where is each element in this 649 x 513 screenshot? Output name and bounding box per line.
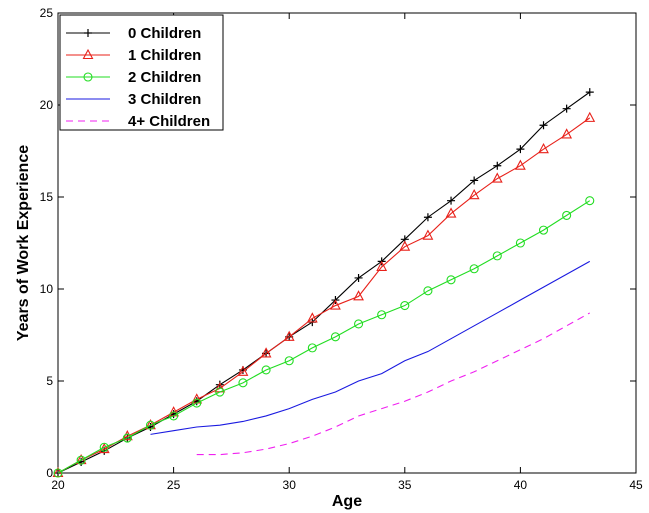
x-tick-label: 20 (51, 478, 65, 492)
data-point (561, 128, 573, 139)
data-point (585, 88, 594, 97)
axis-ticks: 20 25 30 35 40 45 0 5 10 15 20 25 (40, 6, 643, 492)
data-point (399, 240, 411, 251)
data-point (377, 310, 387, 320)
y-tick-label: 0 (46, 466, 53, 480)
data-point (516, 145, 525, 154)
series-2 (53, 196, 595, 478)
y-tick-label: 15 (40, 190, 54, 204)
legend-label: 2 Children (128, 69, 201, 86)
data-point (422, 229, 434, 240)
x-axis-title: Age (332, 493, 362, 510)
legend-marker (84, 29, 92, 37)
y-tick-label: 5 (46, 374, 53, 388)
x-tick-label: 45 (629, 478, 643, 492)
data-point (491, 172, 503, 183)
y-axis-title: Years of Work Experience (15, 145, 32, 341)
data-point (354, 273, 363, 282)
x-tick-label: 40 (514, 478, 528, 492)
y-tick-label: 20 (40, 98, 54, 112)
data-point (121, 430, 133, 441)
x-tick-label: 25 (167, 478, 181, 492)
data-point (330, 332, 340, 342)
data-point (260, 347, 272, 358)
data-point (470, 176, 479, 185)
data-point (376, 260, 388, 271)
data-point (400, 301, 410, 311)
series-4 (196, 312, 591, 456)
data-point (330, 299, 341, 310)
data-point (538, 225, 549, 235)
data-point (76, 455, 86, 465)
data-point (585, 196, 595, 206)
data-point (354, 319, 364, 329)
data-point (238, 378, 248, 388)
x-tick-label: 35 (398, 478, 412, 492)
legend-box (59, 14, 224, 131)
legend: 0 Children 1 Children 2 Children 3 Children… (59, 14, 224, 131)
data-point (539, 121, 548, 130)
data-point (306, 312, 318, 323)
data-point (492, 251, 502, 261)
series-layer (52, 88, 596, 478)
data-point (447, 196, 456, 205)
y-tick-label: 25 (40, 6, 54, 20)
data-point (169, 411, 179, 421)
legend-marker (83, 72, 93, 82)
series-line (196, 312, 591, 456)
data-point (99, 442, 109, 452)
data-point (515, 238, 525, 248)
data-point (562, 104, 571, 113)
data-point (237, 365, 249, 376)
data-point (122, 433, 132, 443)
data-point (353, 290, 364, 301)
data-point (53, 468, 63, 478)
legend-marker (82, 48, 94, 60)
data-point (215, 380, 224, 389)
data-point (493, 161, 502, 170)
data-point (307, 343, 317, 353)
legend-label: 1 Children (128, 47, 201, 64)
series-3 (150, 260, 591, 435)
data-point (538, 142, 549, 154)
legend-label: 4+ Children (128, 113, 210, 130)
data-point (261, 365, 271, 375)
data-point (284, 356, 294, 366)
data-point (423, 286, 433, 296)
data-point (446, 275, 456, 285)
data-point (445, 207, 457, 218)
x-tick-label: 30 (283, 478, 297, 492)
data-point (423, 213, 432, 222)
data-point (562, 210, 572, 220)
data-point (468, 188, 480, 200)
y-tick-label: 10 (40, 282, 54, 296)
series-line (150, 260, 591, 435)
data-point (584, 111, 596, 122)
data-point (215, 387, 225, 397)
legend-label: 3 Children (128, 91, 201, 108)
data-point (192, 398, 202, 408)
data-point (145, 420, 156, 430)
data-point (283, 330, 295, 341)
data-point (469, 264, 479, 274)
legend-label: 0 Children (128, 25, 201, 42)
data-point (514, 159, 526, 170)
